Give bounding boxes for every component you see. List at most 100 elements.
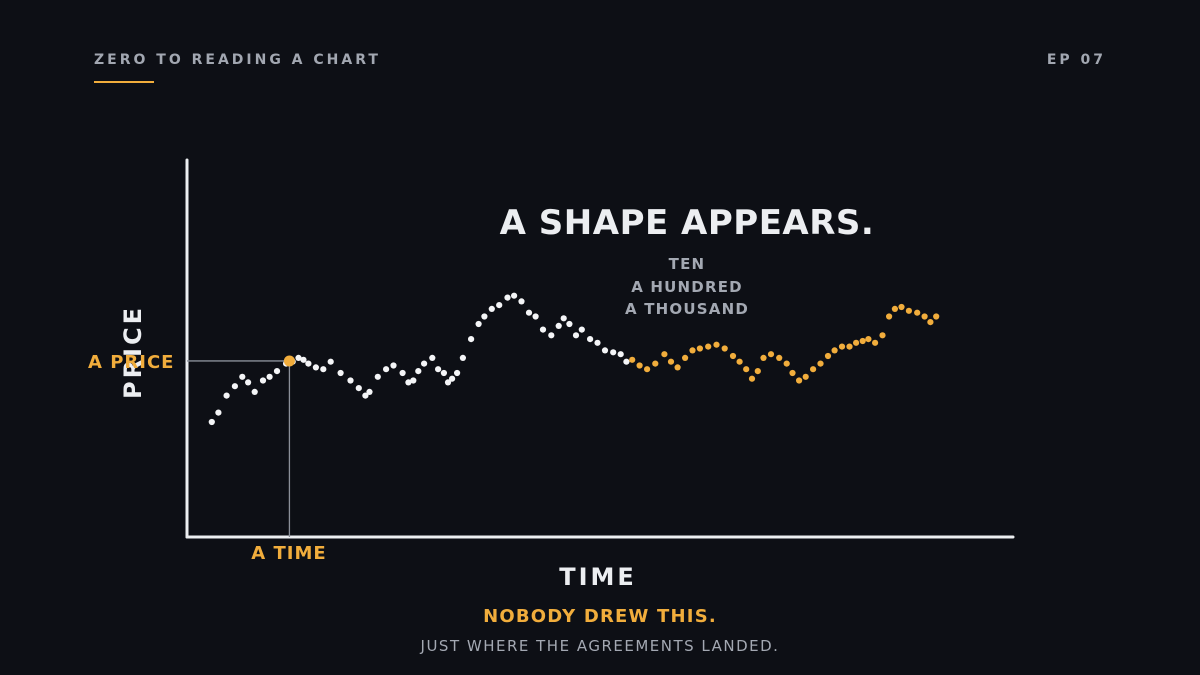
data-point [555,322,562,329]
data-point [661,351,668,358]
data-point [587,336,594,343]
data-point [652,360,659,367]
data-point [802,373,809,380]
data-point [578,326,585,333]
data-point [208,418,215,426]
data-point [295,354,302,361]
x-axis-label: TIME [559,563,637,591]
data-point [817,360,824,367]
time-annotation: A TIME [251,543,327,564]
data-point [721,345,728,352]
data-point [636,362,643,369]
data-point [532,313,539,320]
data-point [767,351,775,358]
data-point [245,379,252,386]
data-point [510,292,518,299]
count-ten: TEN [668,255,706,273]
data-point [548,332,555,339]
headline: A SHAPE APPEARS. [499,203,875,243]
data-point [415,368,422,375]
data-points [208,292,940,426]
data-point [796,377,803,384]
data-point [891,305,899,312]
data-point [347,377,354,384]
count-thousand: A THOUSAND [625,300,749,318]
data-point [760,354,767,361]
data-point [667,358,675,365]
data-point [810,366,817,373]
data-point [305,360,312,367]
data-point [327,358,334,365]
data-point [374,373,381,380]
data-point [713,341,720,348]
data-point [481,313,488,320]
data-point [644,366,651,373]
data-point [504,294,511,301]
data-point [705,343,712,350]
data-point [239,373,246,380]
count-hundred: A HUNDRED [631,277,743,296]
highlighted-point [283,355,295,367]
data-point [824,352,832,360]
data-point [572,332,580,339]
data-point [689,347,696,354]
data-point [682,354,689,361]
data-point [410,377,417,384]
data-point [320,366,327,373]
data-point [748,375,756,382]
data-point [696,345,704,352]
data-point [601,347,609,354]
data-point [231,383,238,390]
data-point [629,356,636,363]
data-point [927,319,934,326]
data-point [337,369,344,377]
data-point [251,388,258,395]
footer-subcaption: JUST WHERE THE AGREEMENTS LANDED. [420,637,780,655]
data-point [776,354,783,361]
data-point [831,347,838,354]
data-point [560,315,567,322]
data-point [405,379,412,386]
series-title: ZERO TO READING A CHART [94,52,381,68]
data-point [838,343,846,350]
data-point [743,366,750,373]
data-point [215,409,222,416]
data-point [223,392,230,399]
data-point [610,349,617,356]
data-point [623,358,630,365]
data-point [449,375,456,382]
data-point [435,366,442,373]
data-point [454,369,461,377]
data-point [300,356,307,363]
data-point [886,313,893,320]
data-point [518,298,525,305]
data-point [905,307,913,314]
data-point [259,377,267,384]
data-point [729,352,737,360]
data-point [736,358,743,365]
footer-caption: NOBODY DREW THIS. [483,606,717,627]
series-title-underline [94,81,154,83]
price-annotation: A PRICE [88,352,175,373]
data-point [440,369,447,377]
data-point [366,388,373,395]
data-point [312,364,319,371]
data-point [459,354,466,361]
data-point [390,362,397,369]
data-point [617,351,624,358]
data-point [594,339,601,346]
data-point [399,369,406,377]
data-point [898,303,905,311]
sample-counts: TEN A HUNDRED A THOUSAND [587,253,787,321]
data-point [496,302,503,309]
data-point [846,343,853,350]
data-point [355,385,362,392]
data-point [853,339,860,346]
data-point [872,339,879,346]
data-point [674,364,681,371]
data-point [566,320,573,328]
data-point [475,320,482,328]
data-point [914,309,921,316]
data-point [273,368,281,375]
